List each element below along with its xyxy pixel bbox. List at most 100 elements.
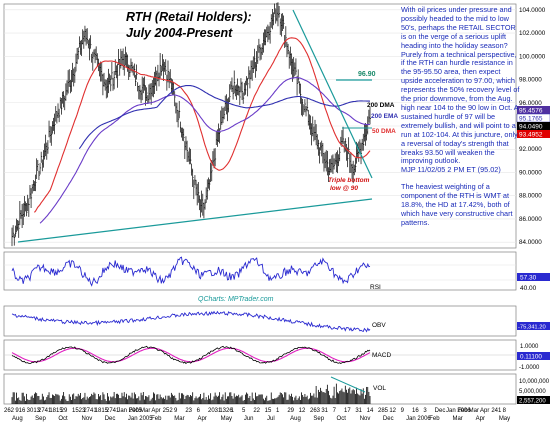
x-tick-label: 1815 xyxy=(95,408,109,414)
x-tick-label: 1326 xyxy=(219,408,233,414)
x-tick-label: 1 xyxy=(276,408,280,414)
tag-50-dma xyxy=(517,130,550,138)
macd-tick-1: 1.0000 xyxy=(520,344,539,350)
x-month-label: Nov xyxy=(82,416,93,422)
x-tick-label: 2741 xyxy=(83,408,97,414)
obv-line xyxy=(11,310,371,333)
y-tick-label: 90.0000 xyxy=(519,169,542,176)
x-tick-label: 3013 xyxy=(27,408,41,414)
triple-bottom-line1: Triple bottom xyxy=(328,177,370,184)
obv-panel xyxy=(3,305,517,337)
rsi-value-tag xyxy=(517,273,550,281)
x-tick-label: 241 xyxy=(491,408,502,414)
x-month-label: Jun xyxy=(244,416,254,422)
triple-bottom-line2: low @ 90 xyxy=(330,185,358,192)
chart-title-line1: RTH (Retail Holders): xyxy=(126,10,251,24)
resistance-trendline xyxy=(292,9,373,179)
x-month-label: Jan 2005 xyxy=(128,416,153,422)
support-trendline xyxy=(17,198,373,243)
price-y-axis: 104.0000 102.0000 100.0000 98.0000 96.0000 94… xyxy=(519,7,546,246)
moving-averages xyxy=(33,37,371,224)
x-tick-label: 9 xyxy=(401,408,405,414)
x-tick-label: 8 xyxy=(503,408,507,414)
x-tick-label: 22 xyxy=(253,408,260,414)
tag-price xyxy=(517,122,550,130)
y-tick-label: 104.0000 xyxy=(519,7,546,14)
y-tick-label: 96.0000 xyxy=(519,100,542,107)
x-month-label: Jan 2006 xyxy=(406,416,431,422)
rsi-tick-40: 40.00 xyxy=(520,285,537,292)
dma50-line xyxy=(33,37,371,213)
x-tick-label: 2741 xyxy=(106,408,120,414)
x-tick-label: 2741 xyxy=(38,408,52,414)
obv-label: OBV xyxy=(372,322,386,329)
macd-line xyxy=(11,345,371,365)
x-tick-label: 7 xyxy=(333,408,337,414)
commentary-timestamp: MJP 11/02/05 2 PM ET (95.02) xyxy=(401,165,501,175)
x-tick-label: 31 xyxy=(355,408,362,414)
x-month-label: Mar xyxy=(452,416,462,422)
vol-tick-5m: 5,000,000 xyxy=(519,389,546,395)
x-tick-label: 263 xyxy=(310,408,321,414)
obv-value: -75,341.20 xyxy=(518,325,546,331)
macd-value: 0.11100 xyxy=(520,354,542,361)
x-tick-label: 916 xyxy=(15,408,26,414)
x-tick-label: 31 xyxy=(321,408,328,414)
x-tick-label: Feb xyxy=(129,408,140,414)
y-tick-label: 100.0000 xyxy=(519,53,546,60)
x-tick-label: 1815 xyxy=(49,408,63,414)
x-month-label: Dec xyxy=(383,416,394,422)
rsi-line xyxy=(11,256,371,287)
x-tick-label: 16 xyxy=(412,408,419,414)
x-month-label: May xyxy=(221,416,232,422)
rsi-value: 57.30 xyxy=(520,275,537,282)
x-month-label: Apr xyxy=(476,416,485,422)
x-tick-label: 14 xyxy=(367,408,374,414)
x-month-label: Dec xyxy=(105,416,116,422)
commentary-paragraph1: With oil prices under pressure and possi… xyxy=(401,5,520,166)
commentary-paragraph2: The heaviest weighting of a component of… xyxy=(401,182,513,227)
x-tick-label: 1 xyxy=(231,408,235,414)
x-month-label: Sep xyxy=(313,416,324,422)
price-grid xyxy=(4,9,516,243)
volume-bars xyxy=(11,383,371,404)
y-tick-label: 84.0000 xyxy=(519,239,542,246)
rsi-panel xyxy=(3,251,517,291)
vol-value: 2,557,200 xyxy=(519,399,546,405)
x-tick-label: 12 xyxy=(299,408,306,414)
volume-trendline xyxy=(330,376,366,393)
tag-200-ema-label: 95.1765 xyxy=(519,116,543,123)
x-tick-label: Apr xyxy=(151,408,160,414)
dma200-line xyxy=(78,84,371,150)
volume-label: VOL xyxy=(373,385,386,392)
x-tick-label: Mar xyxy=(140,408,150,414)
y-tick-label: 92.0000 xyxy=(519,146,542,153)
x-tick-label: Jan 2005 xyxy=(117,408,142,414)
x-tick-label: 15 xyxy=(265,408,272,414)
x-month-label: Aug xyxy=(12,416,23,422)
y-tick-label: 88.0000 xyxy=(519,193,542,200)
x-month-label: Sep xyxy=(35,416,46,422)
x-tick-label: 6 xyxy=(197,408,201,414)
x-month-label: Apr xyxy=(197,416,206,422)
y-tick-label: 86.0000 xyxy=(519,216,542,223)
x-tick-label: 12 xyxy=(389,408,396,414)
y-tick-label: 98.0000 xyxy=(519,77,542,84)
macd-tick-neg1: -1.0000 xyxy=(519,365,540,371)
x-month-label: Oct xyxy=(337,416,347,422)
obv-value-tag xyxy=(517,322,550,330)
x-month-label: Mar xyxy=(174,416,184,422)
x-tick-label: 5 xyxy=(242,408,246,414)
x-tick-label: Mar xyxy=(469,408,479,414)
x-month-label: Aug xyxy=(290,416,301,422)
tag-200-dma xyxy=(517,106,550,114)
target-level-label: 96.90 xyxy=(358,71,376,78)
rsi-label: RSI xyxy=(370,284,381,291)
x-tick-label: Feb xyxy=(457,408,468,414)
x-tick-label: 23 xyxy=(185,408,192,414)
vol-value-tag xyxy=(517,396,550,404)
ema200-line xyxy=(39,77,371,224)
tag-price-label: 94.0490 xyxy=(519,124,543,131)
x-tick-label: Dec xyxy=(435,408,446,414)
